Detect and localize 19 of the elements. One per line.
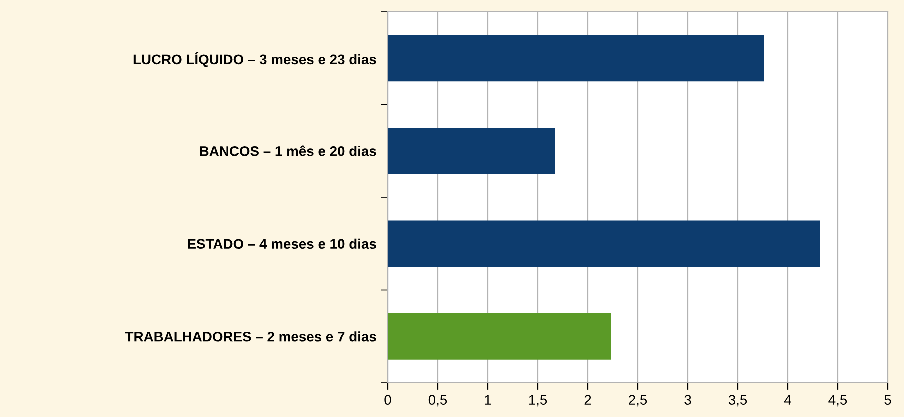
x-tick-label: 2 [584, 395, 592, 405]
y-tick-label: TRABALHADORES – 2 meses e 7 dias [125, 332, 376, 342]
bar [388, 128, 555, 174]
x-tick-label: 1,5 [529, 395, 548, 407]
x-tick-label: 4 [784, 395, 792, 405]
x-tick-label: 3,5 [728, 395, 748, 407]
x-tick-label: 0,5 [428, 395, 448, 407]
y-tick-label: ESTADO – 4 meses e 10 dias [188, 238, 376, 250]
x-tick-label: 0 [384, 395, 392, 406]
y-tick-label: LUCRO LÍQUIDO – 3 meses e 23 dias [134, 52, 376, 68]
bar [388, 220, 820, 268]
x-tick-label: 2,5 [629, 395, 648, 407]
x-tick-label: 3 [684, 395, 692, 406]
x-tick-label: 5 [884, 395, 892, 406]
bar [388, 35, 764, 82]
bar [388, 313, 611, 360]
x-tick-label: 1 [485, 395, 492, 405]
x-tick-label: 4,5 [828, 395, 848, 407]
y-tick-label: BANCOS – 1 mês e 20 dias [200, 146, 376, 156]
